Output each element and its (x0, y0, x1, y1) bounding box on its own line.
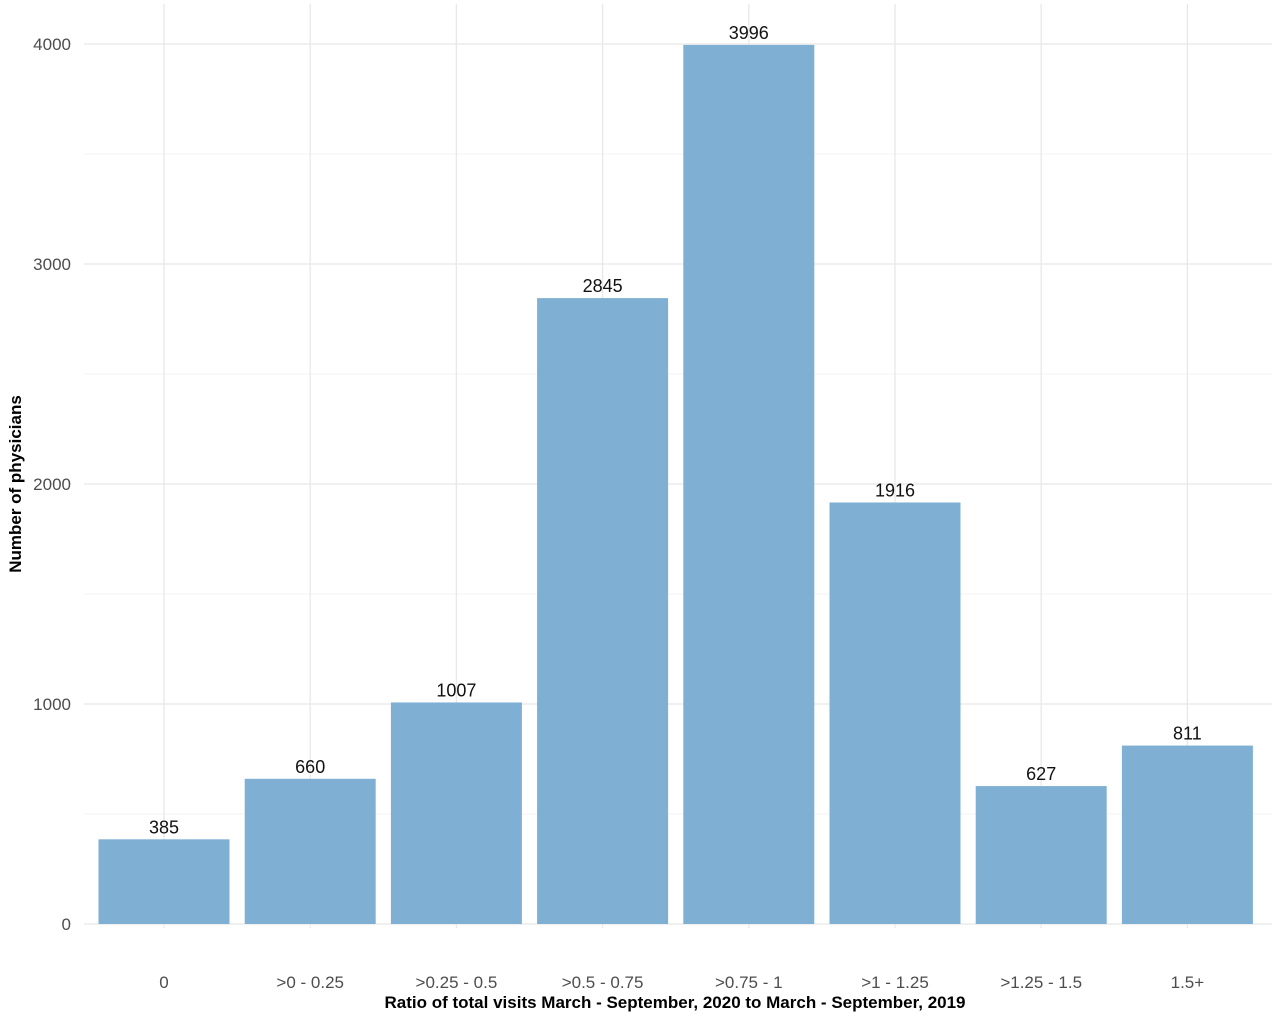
bar (975, 786, 1107, 924)
bar (98, 839, 230, 924)
y-tick-label: 1000 (33, 695, 71, 714)
x-axis-title: Ratio of total visits March - September,… (384, 993, 965, 1012)
labels-layer: 385 660 1007 2845 3996 1916 627 811 (149, 23, 1202, 837)
bar-value-label: 2845 (583, 276, 623, 296)
bar-value-label: 3996 (729, 23, 769, 43)
bar (829, 502, 961, 924)
bar-value-label: 627 (1026, 764, 1056, 784)
y-tick-label: 4000 (33, 35, 71, 54)
x-tick-label: >1.25 - 1.5 (1000, 973, 1082, 992)
y-tick-label: 2000 (33, 475, 71, 494)
bar-value-label: 385 (149, 817, 179, 837)
y-tick-label: 0 (62, 915, 71, 934)
ticks-layer: 0 1000 2000 3000 4000 0 >0 - 0.25 >0.25 - 0.5 >0… (33, 35, 1204, 992)
bar (683, 44, 815, 924)
x-tick-label: >0.5 - 0.75 (562, 973, 644, 992)
x-tick-label: >0.25 - 0.5 (416, 973, 498, 992)
x-tick-label: >0 - 0.25 (276, 973, 344, 992)
bar (537, 298, 669, 925)
bar-value-label: 1916 (875, 480, 915, 500)
x-tick-label: 1.5+ (1171, 973, 1205, 992)
x-tick-label: >0.75 - 1 (715, 973, 783, 992)
bar (390, 702, 522, 924)
y-axis-title: Number of physicians (6, 395, 25, 573)
x-tick-label: 0 (159, 973, 168, 992)
bar-value-label: 1007 (436, 680, 476, 700)
x-tick-label: >1 - 1.25 (861, 973, 929, 992)
bar-value-label: 660 (295, 757, 325, 777)
bar-value-label: 811 (1173, 724, 1202, 744)
bar (244, 778, 376, 924)
y-tick-label: 3000 (33, 255, 71, 274)
bars-layer (98, 44, 1253, 925)
bar (1121, 745, 1253, 924)
